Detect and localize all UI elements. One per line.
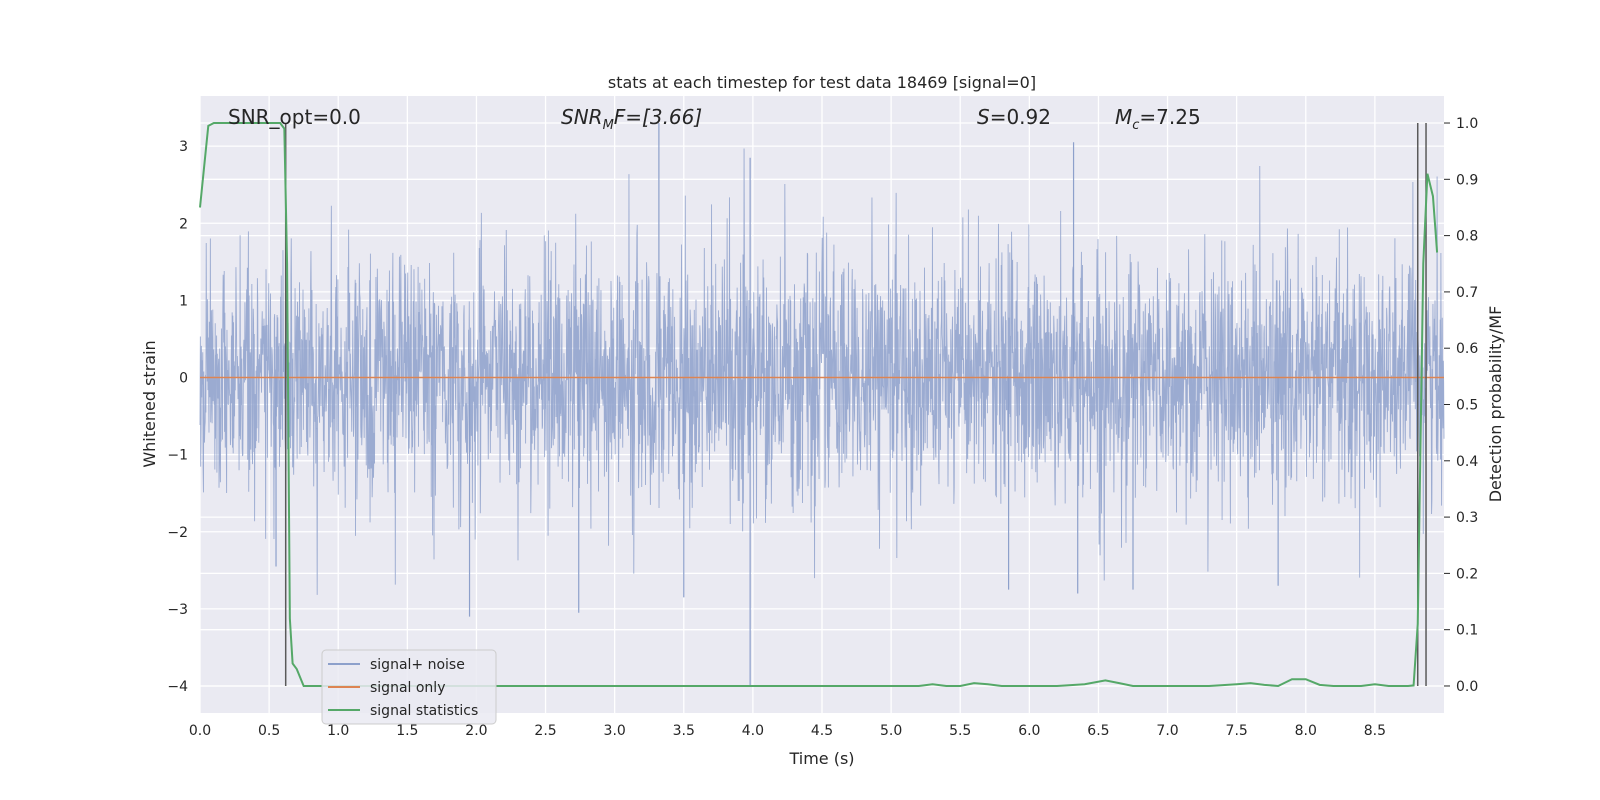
legend: signal+ noise signal only signal statistic…	[321, 649, 497, 725]
x-tick-label: 6.0	[1018, 723, 1040, 739]
legend-box	[321, 649, 497, 725]
x-axis-label: Time (s)	[788, 749, 854, 768]
x-tick-label: 4.0	[742, 723, 764, 739]
x-tick-label: 0.0	[189, 723, 211, 739]
y2-tick-label: 0.4	[1456, 454, 1478, 470]
x-tick-label: 5.0	[880, 723, 902, 739]
y2-tick-label: 0.5	[1456, 398, 1478, 414]
legend-label: signal+ noise	[370, 657, 465, 673]
x-tick-label: 5.5	[949, 723, 971, 739]
y-tick-label: −3	[167, 602, 188, 618]
y-tick-label: −4	[167, 679, 188, 695]
legend-label: signal only	[370, 680, 445, 696]
x-tick-label: 7.0	[1156, 723, 1178, 739]
signal-noise-series	[199, 122, 1445, 687]
annotation-snr-opt: SNR_opt=0.0	[228, 105, 361, 129]
annotation-snr-mf: SNRMF=[3.66]	[561, 105, 702, 133]
signal-statistics-line	[199, 122, 1439, 687]
y2-tick-label: 0.7	[1456, 285, 1478, 301]
x-tick-label: 7.5	[1226, 723, 1248, 739]
annotation-snr-mf-sub: M	[603, 118, 614, 133]
annotation-snr-mf-rest: F=[3.66]	[614, 105, 702, 129]
annotation-mc: Mc=7.25	[1115, 105, 1201, 133]
y2-tick-label: 0.0	[1456, 679, 1478, 695]
x-tick-label: 3.5	[673, 723, 695, 739]
legend-label: signal statistics	[370, 703, 478, 719]
x-tick-label: 2.0	[465, 723, 487, 739]
y-axis-label: Whitened strain	[140, 340, 159, 467]
axes: 0.0 0.5 1.0 1.5 2.0 2.5 3.0 3.5 4.0 4.5 5.0 5.5 6.0 6…	[167, 116, 1478, 739]
annotation-s: S=0.92	[977, 105, 1051, 129]
y2-tick-label: 0.6	[1456, 341, 1478, 357]
annotation-s-rest: =0.92	[990, 105, 1051, 129]
x-tick-label: 1.0	[327, 723, 349, 739]
x-tick-label: 2.5	[534, 723, 556, 739]
annotation-s-main: S	[977, 105, 990, 129]
y-tick-label: 0	[179, 371, 188, 387]
y2-tick-label: 0.1	[1456, 623, 1478, 639]
chart-title: stats at each timestep for test data 184…	[608, 73, 1036, 92]
x-tick-label: 1.5	[396, 723, 418, 739]
y2-tick-label: 0.8	[1456, 229, 1478, 245]
x-tick-label: 4.5	[811, 723, 833, 739]
x-tick-label: 8.5	[1364, 723, 1386, 739]
x-tick-label: 8.0	[1295, 723, 1317, 739]
y-tick-label: 3	[179, 139, 188, 155]
y2-tick-label: 1.0	[1456, 116, 1478, 132]
signal-statistics-series	[199, 122, 1439, 687]
y2-tick-label: 0.2	[1456, 566, 1478, 582]
annotation-mc-main: M	[1115, 105, 1132, 129]
y-tick-label: 2	[179, 216, 188, 232]
annotation-mc-rest: =7.25	[1139, 105, 1200, 129]
annotation-snr-mf-main: SNR	[561, 105, 603, 129]
x-tick-label: 3.0	[604, 723, 626, 739]
y2-axis-label: Detection probability/MF	[1486, 306, 1505, 503]
x-tick-label: 0.5	[258, 723, 280, 739]
y-tick-label: −2	[167, 525, 188, 541]
signal-noise-line	[199, 148, 1445, 595]
y-tick-label: −1	[167, 448, 188, 464]
y-tick-label: 1	[179, 293, 188, 309]
x-tick-label: 6.5	[1087, 723, 1109, 739]
annotation-mc-sub: c	[1132, 118, 1139, 133]
y2-tick-label: 0.3	[1456, 510, 1478, 526]
y2-tick-label: 0.9	[1456, 172, 1478, 188]
